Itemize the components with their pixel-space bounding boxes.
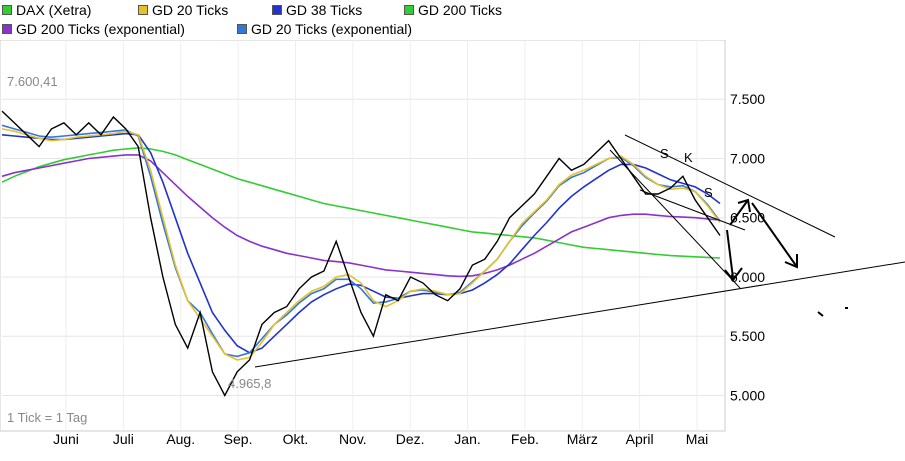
trendlines xyxy=(254,134,905,368)
legend-item-gd20-exp: GD 20 Ticks (exponential) xyxy=(237,21,412,37)
y-tick-label: 6.500 xyxy=(730,210,765,226)
plot-background xyxy=(0,40,726,432)
series-line xyxy=(1,154,721,278)
y-tick-label: 5.500 xyxy=(730,328,765,344)
x-tick-label: Jan. xyxy=(454,431,480,447)
y-tick-label: 6.000 xyxy=(730,269,765,285)
chart-area: 7.600,41 4.965,8 1 Tick = 1 Tag S K S 7.… xyxy=(0,40,905,447)
support-trendline xyxy=(254,261,905,368)
legend-swatch xyxy=(138,5,148,15)
pattern-mark-s: S xyxy=(704,185,713,200)
x-tick-label: Feb. xyxy=(511,431,539,447)
channel-lower-line xyxy=(609,149,741,289)
legend-item-dax: DAX (Xetra) xyxy=(2,2,91,18)
low-label: 4.965,8 xyxy=(228,376,271,391)
x-tick-label: Mai xyxy=(686,431,709,447)
legend-swatch xyxy=(237,24,247,34)
legend-swatch xyxy=(404,5,414,15)
y-tick-label: 5.000 xyxy=(730,387,765,403)
legend-item-gd38: GD 38 Ticks xyxy=(272,2,362,18)
legend-item-gd20: GD 20 Ticks xyxy=(138,2,228,18)
x-axis: Juni Juli Aug. Sep. Okt. Nov. Dez. Jan. Feb. März… xyxy=(53,431,708,447)
x-tick-label: Juni xyxy=(53,431,79,447)
legend-item-gd200: GD 200 Ticks xyxy=(404,2,502,18)
series-line xyxy=(1,128,721,361)
forecast-arrow-right xyxy=(751,202,798,268)
pattern-mark-s: S xyxy=(660,146,669,161)
pattern-mark-k: K xyxy=(684,150,693,165)
legend-label: GD 20 Ticks (exponential) xyxy=(251,21,413,37)
x-tick-label: Juli xyxy=(113,431,134,447)
series-line xyxy=(1,132,721,354)
x-tick-label: Aug. xyxy=(166,431,195,447)
forecast-arrow-head xyxy=(724,267,743,282)
legend-label: GD 200 Ticks xyxy=(418,2,503,18)
x-tick-label: Sep. xyxy=(224,431,253,447)
x-tick-label: Nov. xyxy=(339,431,367,447)
legend-item-gd200-exp: GD 200 Ticks (exponential) xyxy=(2,21,185,37)
series-line xyxy=(1,110,721,398)
legend-swatch xyxy=(2,5,12,15)
forecast-arrow-head xyxy=(737,198,751,213)
legend-label: GD 20 Ticks xyxy=(152,2,229,18)
forecast-arrow-head xyxy=(784,254,798,269)
series-group xyxy=(1,110,721,398)
legend-swatch xyxy=(2,24,12,34)
forecast-arrow-down xyxy=(726,229,734,279)
grid xyxy=(2,40,725,431)
series-line xyxy=(1,146,721,259)
y-tick-label: 7.000 xyxy=(730,150,765,166)
x-tick-label: April xyxy=(626,431,654,447)
x-tick-label: Okt. xyxy=(283,431,309,447)
legend-label: GD 38 Ticks xyxy=(286,2,363,18)
x-tick-label: Dez. xyxy=(396,431,425,447)
legend-swatch xyxy=(272,5,282,15)
legend-label: DAX (Xetra) xyxy=(16,2,92,18)
x-tick-label: März xyxy=(567,431,598,447)
legend-label: GD 200 Ticks (exponential) xyxy=(16,21,185,37)
y-axis: 7.500 7.000 6.500 6.000 5.500 5.000 xyxy=(730,91,765,403)
marker-dash xyxy=(817,311,824,317)
high-label: 7.600,41 xyxy=(7,74,58,89)
y-tick-label: 7.500 xyxy=(730,91,765,107)
flag-line xyxy=(639,189,746,231)
channel-upper-line xyxy=(624,134,836,238)
forecast-arrow-up xyxy=(729,199,749,226)
chart-legend: DAX (Xetra) GD 20 Ticks GD 38 Ticks GD 2… xyxy=(0,0,905,40)
tick-note: 1 Tick = 1 Tag xyxy=(7,410,87,425)
